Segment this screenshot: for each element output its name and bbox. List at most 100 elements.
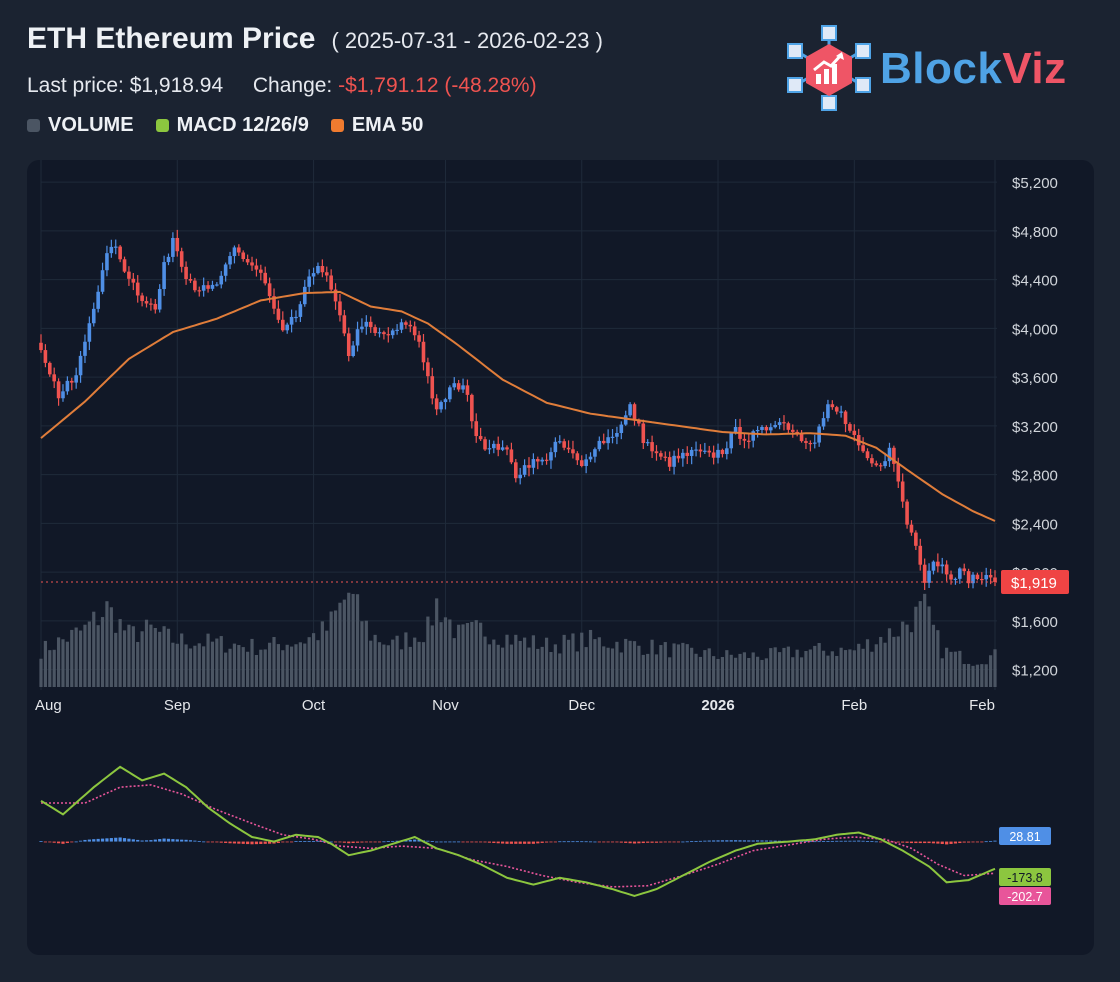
- candle-body: [518, 474, 522, 479]
- x-tick-label: Dec: [568, 697, 595, 714]
- macd-histogram-bar: [52, 841, 56, 843]
- macd-histogram-bar: [544, 841, 549, 843]
- volume-bar: [813, 645, 817, 687]
- macd-histogram-bar: [158, 839, 162, 842]
- candle-body: [219, 275, 224, 285]
- legend-ema[interactable]: EMA 50: [330, 114, 423, 137]
- candle-body: [509, 449, 514, 463]
- macd-histogram-bar: [874, 841, 878, 843]
- volume-bar: [131, 626, 135, 687]
- volume-bar: [769, 648, 773, 687]
- candle-body: [272, 296, 276, 309]
- volume-bar: [958, 650, 962, 687]
- volume-bar: [474, 620, 478, 687]
- volume-bar: [360, 621, 364, 687]
- legend-macd-swatch: [155, 119, 169, 132]
- volume-bar: [518, 640, 522, 687]
- candle-body: [412, 326, 417, 336]
- candle-body: [663, 456, 668, 458]
- candle-body: [483, 439, 487, 450]
- volume-bar: [584, 647, 588, 687]
- candle-body: [118, 246, 122, 260]
- macd-value-tag-label: -173.8: [1007, 871, 1042, 885]
- candle-body: [188, 278, 193, 281]
- chart-panel: $5,200 $4,800 $4,400 $4,000 $3,600 $3,200 $2,8…: [27, 160, 1094, 955]
- macd-histogram-bar: [879, 841, 883, 843]
- volume-bar: [118, 619, 122, 687]
- macd-histogram-bar: [246, 841, 250, 845]
- volume-bar: [268, 642, 272, 687]
- macd-histogram-bar: [720, 840, 725, 842]
- chart-header: ETH Ethereum Price ( 2025-07-31 - 2026-0…: [27, 22, 603, 56]
- macd-histogram-bar: [492, 841, 496, 843]
- candle-body: [790, 429, 795, 432]
- macd-histogram-bar: [558, 841, 562, 843]
- macd-histogram-bar: [294, 841, 298, 842]
- macd-histogram-bar: [610, 841, 615, 843]
- volume-bar: [43, 640, 47, 687]
- x-tick-label: Feb: [969, 697, 995, 714]
- macd-histogram-bar: [694, 841, 698, 842]
- macd-histogram-bar: [232, 841, 237, 844]
- candle-body: [166, 256, 171, 263]
- volume-bar: [307, 637, 311, 687]
- macd-histogram-bar: [628, 841, 632, 844]
- macd-histogram-bar: [391, 840, 395, 842]
- price-chart[interactable]: $5,200 $4,800 $4,400 $4,000 $3,600 $3,200 $2,8…: [27, 160, 1094, 955]
- macd-histogram-bar: [980, 841, 984, 843]
- volume-bar: [369, 640, 373, 687]
- volume-bar: [78, 630, 83, 687]
- candle-body: [404, 322, 408, 325]
- legend-volume[interactable]: VOLUME: [27, 114, 134, 137]
- candle-body: [760, 426, 764, 430]
- macd-histogram-bar: [984, 841, 988, 843]
- volume-bar: [351, 593, 355, 687]
- macd-histogram-bar: [659, 841, 663, 843]
- candle-body: [307, 276, 311, 287]
- macd-histogram-bar: [931, 841, 936, 844]
- last-price-tag-label: $1,919: [1011, 575, 1057, 592]
- candle-body: [694, 449, 698, 451]
- volume-bar: [171, 642, 175, 687]
- volume-bar: [430, 625, 434, 687]
- legend-macd[interactable]: MACD 12/26/9: [155, 114, 309, 137]
- volume-bar: [773, 647, 777, 687]
- volume-bar: [153, 627, 157, 687]
- volume-bar: [755, 656, 760, 687]
- candle-body: [474, 421, 479, 437]
- macd-histogram-bar: [197, 841, 201, 842]
- candle-body: [399, 322, 404, 330]
- volume-bar: [544, 637, 549, 687]
- macd-histogram-bar: [56, 841, 61, 844]
- candle-body: [487, 448, 492, 450]
- macd-histogram-bar: [136, 839, 140, 842]
- macd-histogram-bar: [219, 841, 223, 843]
- volume-bar: [501, 647, 505, 687]
- macd-histogram-bar: [184, 839, 188, 842]
- volume-bar: [764, 658, 768, 687]
- macd-histogram-bar: [725, 840, 729, 842]
- volume-bar: [311, 633, 316, 687]
- volume-bar: [712, 656, 716, 687]
- volume-bar: [703, 650, 707, 687]
- macd-histogram-bar: [751, 840, 755, 842]
- candle-body: [975, 574, 980, 580]
- candle-body: [408, 324, 413, 327]
- volume-bar: [566, 639, 571, 687]
- candle-body: [839, 411, 843, 413]
- volume-bar: [602, 646, 606, 687]
- price-tick-label: $3,200: [1012, 419, 1058, 436]
- volume-bar: [96, 625, 100, 687]
- macd-histogram-bar: [404, 840, 408, 842]
- macd-histogram-bar: [369, 841, 373, 843]
- volume-bar: [865, 639, 870, 687]
- macd-histogram-bar: [281, 841, 285, 843]
- candle-body: [122, 259, 127, 272]
- volume-bar: [421, 642, 426, 687]
- macd-histogram-bar: [821, 841, 826, 842]
- macd-histogram-bar: [426, 840, 430, 842]
- macd-histogram-bar: [712, 840, 716, 842]
- price-summary: Last price: $1,918.94 Change: -$1,791.12…: [27, 74, 537, 98]
- volume-bar: [716, 658, 720, 687]
- volume-bar: [87, 621, 91, 687]
